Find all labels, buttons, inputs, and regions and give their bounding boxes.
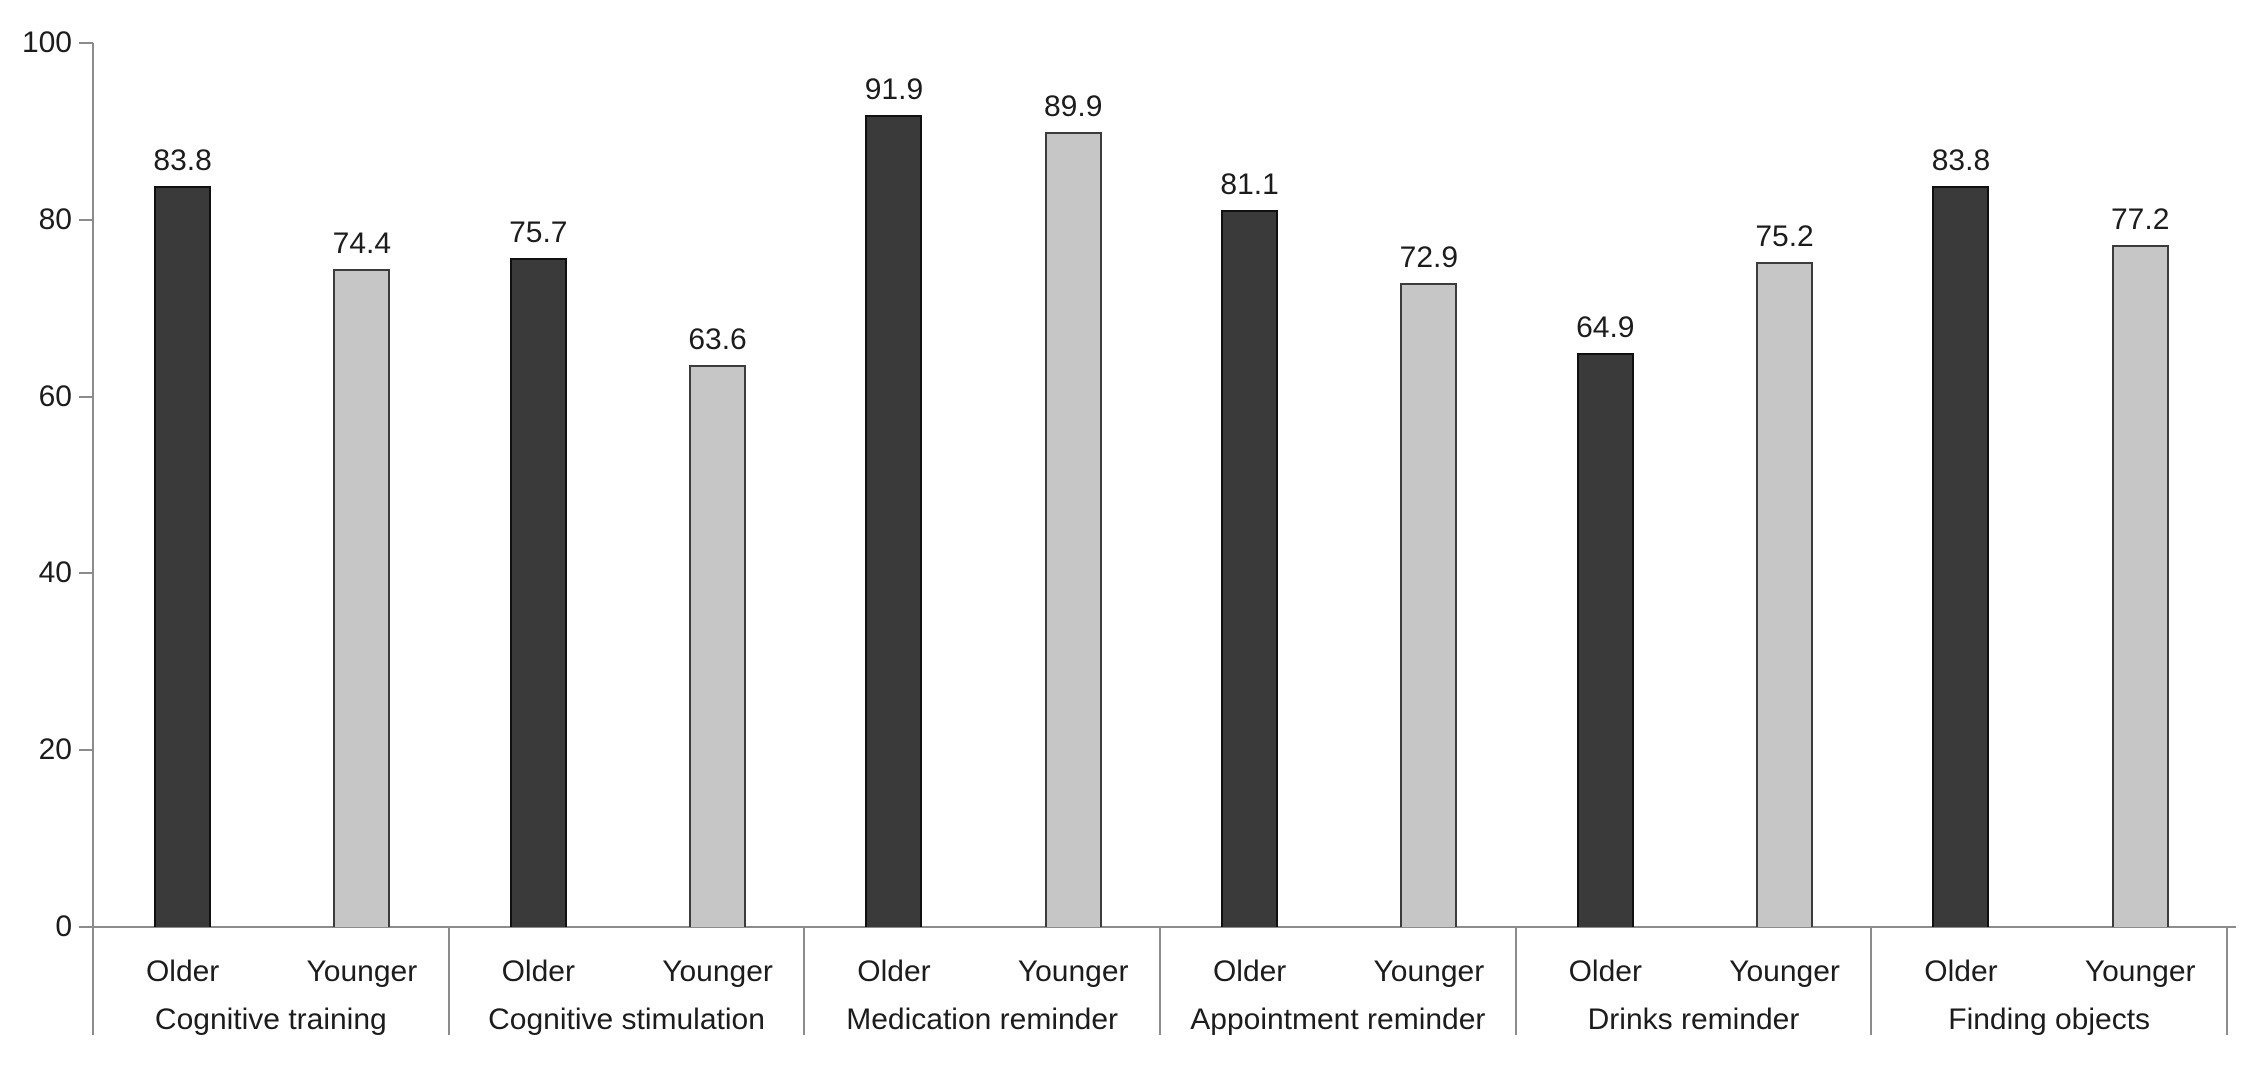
bar-value-label: 83.8 — [153, 144, 212, 178]
y-axis-tick — [79, 749, 93, 752]
bar-older — [154, 186, 212, 927]
bar-older — [509, 257, 567, 927]
y-axis-tick-label: 40 — [38, 556, 72, 590]
group-label: Finding objects — [1948, 1003, 2151, 1036]
bar-value-label: 75.2 — [1755, 220, 1814, 254]
y-axis-tick-label: 60 — [38, 379, 72, 413]
group-label: Cognitive training — [154, 1003, 387, 1036]
y-axis-tick-label: 20 — [38, 733, 72, 767]
bar-older — [1221, 210, 1279, 927]
bar-younger — [1044, 132, 1102, 927]
group-divider — [803, 927, 806, 1035]
y-axis-tick — [79, 395, 93, 398]
bar-value-label: 72.9 — [1399, 240, 1459, 274]
bar-category-label: Younger — [2084, 955, 2196, 988]
group-divider — [1159, 927, 1161, 1035]
y-axis-tick — [79, 926, 93, 928]
bar-category-label: Younger — [662, 955, 773, 988]
bar-older — [1932, 186, 1990, 927]
bar-category-label: Older — [501, 955, 575, 988]
bar-category-label: Older — [857, 955, 931, 988]
bar-category-label: Younger — [1373, 955, 1485, 988]
bar-value-label: 74.4 — [332, 227, 392, 261]
group-label: Drinks reminder — [1587, 1003, 1800, 1036]
bar-category-label: Older — [1212, 955, 1287, 988]
bar-younger — [1756, 262, 1814, 927]
bar-value-label: 81.1 — [1220, 168, 1279, 202]
y-axis-tick — [79, 572, 93, 575]
bar-value-label: 64.9 — [1576, 311, 1635, 345]
y-axis-tick — [79, 218, 93, 221]
group-label: Cognitive stimulation — [488, 1003, 765, 1036]
y-axis-tick-label: 80 — [38, 202, 72, 236]
bar-value-label: 63.6 — [688, 322, 747, 356]
bar-value-label: 77.2 — [2111, 202, 2170, 236]
bar-value-label: 91.9 — [864, 72, 924, 106]
bar-older — [1576, 353, 1634, 927]
bar-category-label: Older — [1924, 955, 1998, 988]
group-divider — [1514, 927, 1517, 1035]
bar-category-label: Younger — [1729, 955, 1840, 988]
bar-category-label: Younger — [306, 955, 418, 988]
y-axis-tick — [79, 42, 93, 44]
bar-value-label: 83.8 — [1931, 144, 1991, 178]
group-divider — [2226, 927, 2228, 1035]
group-label: Medication reminder — [846, 1003, 1119, 1036]
y-axis-line — [92, 43, 94, 1035]
bar-younger — [333, 269, 391, 927]
bar-value-label: 75.7 — [509, 215, 568, 249]
bar-younger — [1400, 282, 1458, 927]
group-label: Appointment reminder — [1190, 1003, 1486, 1036]
y-axis-tick-label: 0 — [55, 910, 72, 943]
group-divider — [447, 927, 450, 1035]
bar-category-label: Younger — [1017, 955, 1129, 988]
bar-value-label: 89.9 — [1044, 90, 1103, 124]
bar-category-label: Older — [145, 955, 220, 988]
bar-younger — [2111, 244, 2169, 927]
y-axis-tick-label: 100 — [21, 26, 72, 59]
bar-category-label: Older — [1568, 955, 1642, 988]
bar-older — [865, 114, 923, 927]
bar-younger — [689, 364, 747, 927]
group-divider — [1870, 927, 1873, 1035]
